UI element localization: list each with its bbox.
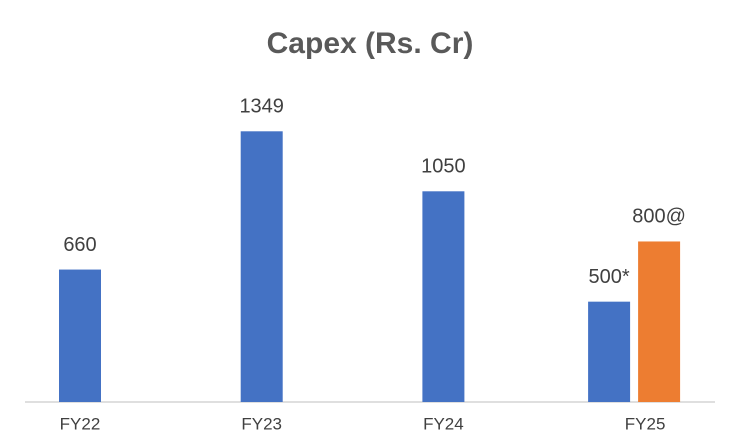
data-label: 660	[63, 234, 96, 256]
data-label: 1050	[421, 156, 466, 178]
bar	[59, 269, 101, 402]
bar	[638, 241, 681, 402]
data-label: 800@	[632, 206, 686, 228]
bar	[588, 301, 631, 402]
data-label: 500*	[589, 266, 630, 288]
bar	[422, 191, 465, 402]
bar	[240, 131, 283, 402]
x-tick-label: FY23	[241, 414, 282, 433]
x-tick-label: FY25	[625, 414, 666, 433]
x-tick-label: FY24	[423, 414, 464, 433]
chart-title: Capex (Rs. Cr)	[267, 27, 474, 60]
x-tick-label: FY22	[60, 414, 101, 433]
data-label: 1349	[239, 96, 284, 118]
